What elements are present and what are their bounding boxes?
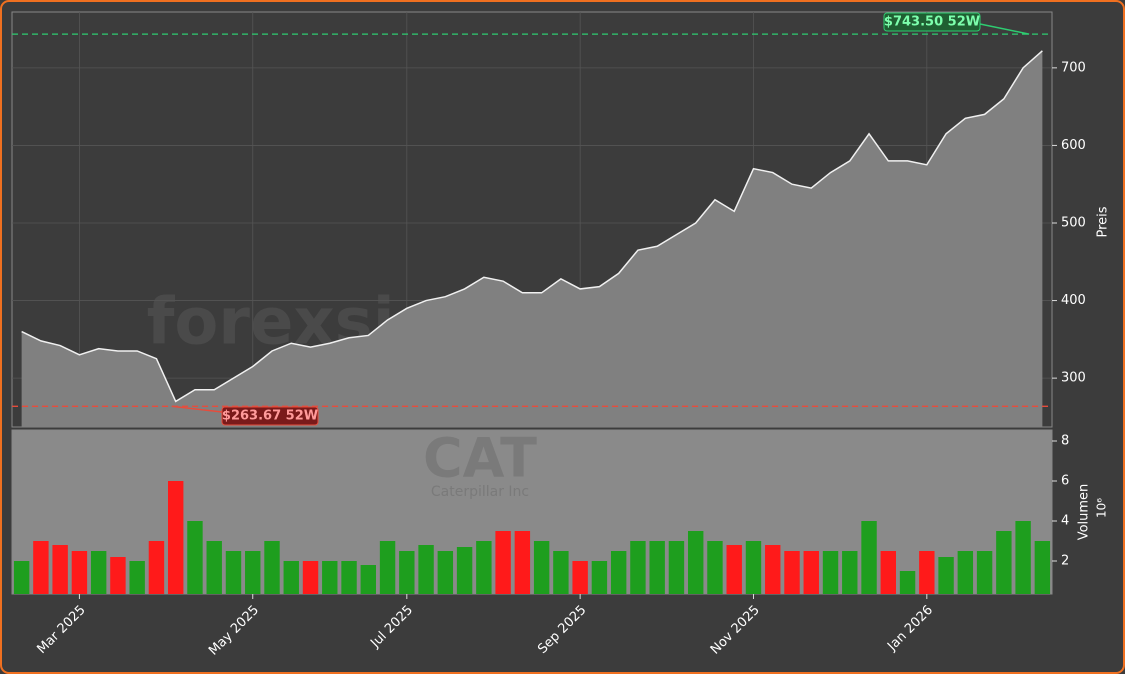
high-label-box — [883, 12, 981, 32]
volume-bar — [148, 541, 165, 594]
volume-bar — [784, 551, 800, 594]
volume-bar — [707, 541, 723, 594]
volume-bar — [514, 531, 531, 594]
volume-bar — [187, 521, 203, 594]
volume-bar — [533, 541, 550, 594]
high-arrow — [979, 23, 1030, 35]
y-tick-label: 400 — [1061, 293, 1086, 308]
volume-bar — [591, 561, 608, 594]
price-area — [21, 50, 1043, 428]
volume-bar — [245, 551, 261, 594]
volume-bar — [688, 531, 704, 594]
volume-bar — [1034, 541, 1051, 594]
volume-bar — [129, 561, 145, 594]
volume-bar — [52, 545, 68, 594]
offset-label: 10⁶ — [1095, 498, 1109, 518]
y-tick-label: 500 — [1061, 215, 1086, 230]
y-tick-label: 6 — [1061, 474, 1069, 489]
y-axis-label: Preis — [1096, 206, 1111, 237]
volume-bar — [765, 545, 781, 594]
volume-bar — [610, 551, 627, 594]
volume-bar — [842, 551, 858, 594]
volume-bar — [322, 561, 338, 594]
volume-bar — [976, 551, 993, 594]
y-tick-label: 600 — [1061, 138, 1086, 153]
volume-bar — [861, 521, 877, 594]
volume-bar — [206, 541, 222, 594]
y-tick-label: 4 — [1061, 514, 1069, 529]
volume-bar — [745, 541, 762, 594]
volume-bar — [919, 551, 935, 594]
volume-bar — [379, 541, 396, 594]
volume-bar — [996, 531, 1012, 594]
volume-bar — [283, 561, 299, 594]
low-label: $263.67 52W — [222, 409, 318, 424]
volume-bar — [264, 541, 280, 594]
volume-bar — [1015, 521, 1031, 594]
y-axis-label: Volumen — [1077, 484, 1092, 541]
volume-bar — [418, 545, 434, 594]
high-label: $743.50 52W — [884, 15, 980, 30]
volume-bar — [341, 561, 357, 594]
volume-bar — [225, 551, 242, 594]
volume-bar — [803, 551, 819, 594]
volume-bar — [880, 551, 896, 594]
volume-bar — [33, 541, 49, 594]
volume-bar — [572, 561, 588, 594]
volume-bar — [957, 551, 974, 594]
volume-bar — [302, 561, 319, 594]
volume-bar — [13, 561, 30, 594]
y-tick-label: 700 — [1061, 60, 1086, 75]
price-line — [21, 50, 1043, 403]
company-watermark: Caterpillar Inc — [431, 484, 529, 500]
volume-bar — [456, 547, 473, 594]
volume-bar — [360, 565, 376, 594]
volume-bar — [476, 541, 492, 594]
volume-bar — [668, 541, 685, 594]
volume-bar — [822, 551, 839, 594]
volume-bar — [110, 557, 126, 594]
volume-bar — [71, 551, 88, 594]
volume-bar — [437, 551, 454, 594]
volume-bar — [90, 551, 107, 594]
volume-panel — [11, 429, 1053, 595]
volume-bar — [938, 557, 954, 594]
y-tick-label: 2 — [1061, 554, 1069, 569]
ticker-watermark: CAT — [423, 427, 537, 490]
volume-bar — [168, 481, 184, 594]
low-label-box — [221, 406, 319, 426]
low-arrow — [171, 405, 223, 413]
volume-bar — [399, 551, 415, 594]
volume-bar — [726, 545, 742, 594]
volume-bar — [899, 571, 916, 594]
volume-bar — [495, 531, 511, 594]
volume-bar — [630, 541, 646, 594]
volume-bar — [553, 551, 569, 594]
volume-bar — [649, 541, 665, 594]
y-tick-label: 300 — [1061, 371, 1086, 386]
y-tick-label: 8 — [1061, 434, 1069, 449]
